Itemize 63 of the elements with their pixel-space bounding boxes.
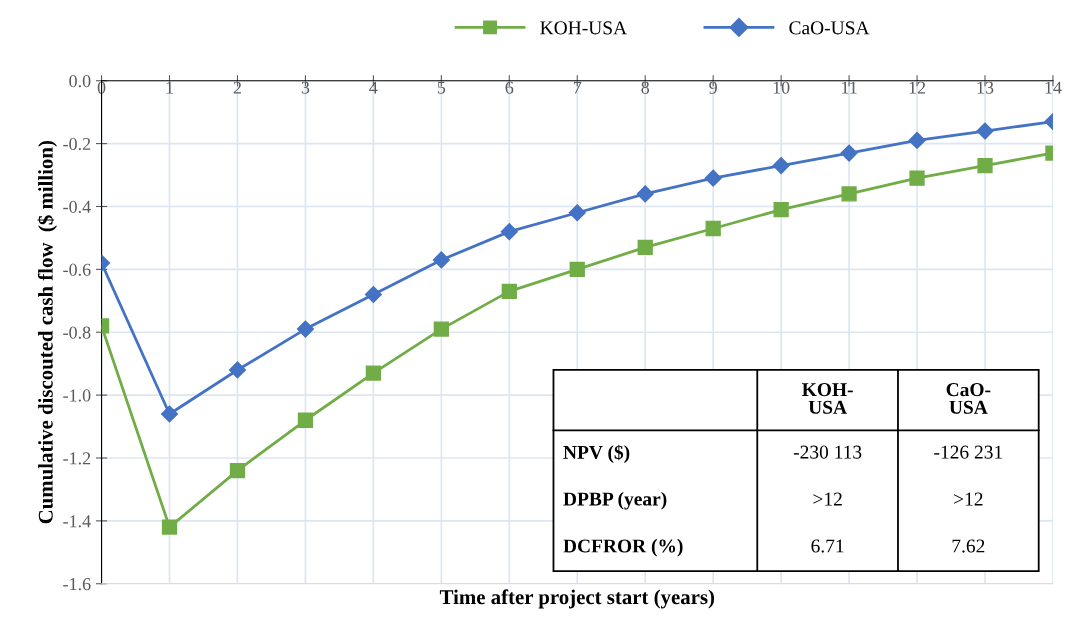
- x-axis-title: Time after project start (years): [439, 589, 715, 609]
- point: [704, 169, 722, 187]
- y-tick-label: -1.4: [63, 515, 91, 528]
- point: [433, 321, 449, 337]
- point: [637, 239, 653, 255]
- point: [773, 201, 789, 218]
- y-tick-label: -0.2: [63, 137, 91, 151]
- point: [161, 519, 178, 535]
- x-tick-label: 11: [841, 81, 857, 94]
- point: [500, 223, 518, 241]
- annotation: NPV ($): [563, 444, 630, 463]
- annotation: KOH- USA: [802, 383, 853, 414]
- y-tick-label: -1.2: [63, 452, 91, 465]
- point: [365, 365, 382, 381]
- annotation: 6.71: [811, 539, 844, 553]
- point: [228, 361, 247, 379]
- point: [977, 157, 993, 174]
- point: [364, 285, 382, 304]
- x-tick-label: 10: [773, 81, 790, 94]
- point: [296, 320, 314, 338]
- annotation: DPBP (year): [563, 491, 667, 510]
- point: [432, 251, 450, 269]
- x-tick-label: 9: [709, 81, 717, 94]
- x-tick-label: 13: [977, 81, 994, 94]
- point: [160, 405, 179, 423]
- y-axis-title: Cumulative discouted cash flow ($ million): [37, 141, 57, 524]
- point: [841, 186, 857, 202]
- point: [772, 157, 790, 175]
- annotation: >12: [954, 492, 983, 506]
- x-tick-label: 5: [437, 81, 446, 94]
- point: [636, 185, 654, 203]
- annotation: DCFROR (%): [563, 538, 683, 557]
- legend-label: CaO-USA: [789, 21, 870, 35]
- y-tick-label: -1.6: [63, 578, 91, 591]
- x-tick-label: 14: [1045, 81, 1062, 94]
- x-tick-label: 12: [909, 81, 926, 94]
- point: [568, 204, 586, 222]
- annotation: >12: [813, 492, 842, 506]
- x-tick-label: 2: [233, 81, 241, 94]
- point: [908, 131, 926, 150]
- x-tick-label: 7: [573, 81, 582, 94]
- annotation: CaO- USA: [946, 383, 991, 414]
- point: [569, 261, 585, 277]
- point: [909, 170, 925, 186]
- y-tick-label: 0.0: [69, 74, 91, 88]
- annotation: 7.62: [952, 539, 985, 553]
- x-tick-label: 3: [301, 81, 310, 94]
- y-tick-label: -0.8: [63, 326, 91, 339]
- point: [840, 144, 858, 162]
- x-tick-label: 4: [369, 81, 378, 94]
- point: [705, 220, 721, 237]
- x-tick-label: 6: [505, 81, 514, 94]
- y-tick-label: -1.0: [63, 389, 91, 402]
- y-tick-label: -0.4: [63, 200, 91, 213]
- point: [229, 462, 246, 479]
- point: [297, 412, 314, 428]
- x-tick-label: 8: [641, 81, 650, 94]
- legend-label: KOH-USA: [540, 21, 627, 35]
- point: [501, 283, 517, 300]
- annotation: -126 231: [934, 445, 1003, 459]
- y-tick-label: -0.6: [63, 263, 91, 276]
- annotation: -230 113: [793, 445, 862, 459]
- point: [976, 122, 994, 140]
